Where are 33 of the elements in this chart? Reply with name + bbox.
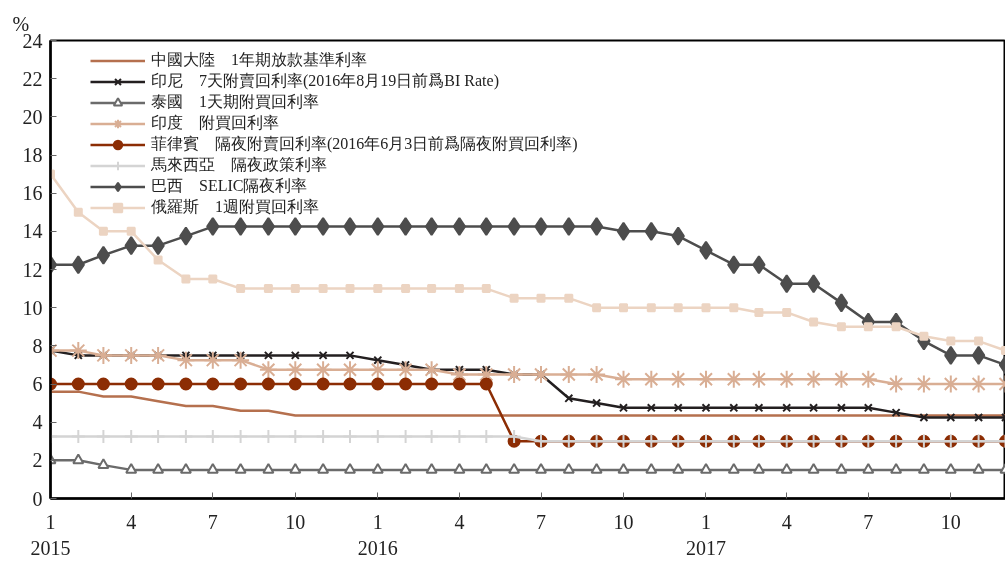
x-tick-label: 7: [536, 510, 546, 533]
y-tick-label: 2: [32, 449, 43, 472]
y-tick-label: 20: [22, 105, 43, 128]
x-tick-label: 4: [781, 510, 792, 533]
y-tick-label: 0: [32, 487, 43, 510]
y-tick-label: 10: [22, 296, 43, 319]
x-tick-label: 10: [613, 510, 634, 533]
y-axis-title: %: [12, 12, 30, 35]
legend-label: 巴西 SELIC隔夜利率: [151, 176, 308, 196]
x-tick-label: 4: [126, 510, 137, 533]
x-tick-label: 7: [863, 510, 874, 533]
legend-label: 泰國 1天期附買回利率: [151, 92, 319, 112]
legend-label: 馬來西亞 隔夜政策利率: [151, 155, 327, 175]
x-tick-label: 10: [940, 510, 961, 533]
legend-label: 印尼 7天附賣回利率(2016年8月19日前爲BI Rate): [151, 71, 499, 92]
x-tick-label: 4: [454, 510, 465, 533]
legend-label: 印度 附買回利率: [151, 113, 279, 133]
legend-label: 俄羅斯 1週附買回利率: [151, 197, 319, 217]
y-tick-label: 6: [32, 373, 43, 395]
y-tick-label: 16: [22, 182, 43, 205]
y-tick-label: 18: [22, 144, 43, 166]
y-tick-label: 12: [22, 258, 43, 281]
x-tick-label: 10: [285, 510, 306, 533]
legend-label: 中國大陸 1年期放款基準利率: [151, 50, 367, 70]
x-tick-label: 1 2015: [30, 510, 71, 559]
x-tick-label: 1 2016: [357, 510, 398, 559]
y-tick-label: 4: [32, 411, 43, 434]
y-tick-label: 22: [22, 67, 43, 90]
y-tick-label: 14: [22, 220, 43, 243]
x-tick-label: 7: [207, 510, 218, 533]
y-tick-label: 8: [32, 334, 43, 357]
x-tick-label: 1 2017: [686, 510, 726, 559]
legend-label: 菲律賓 隔夜附賣回利率(2016年6月3日前爲隔夜附買回利率): [151, 134, 578, 155]
